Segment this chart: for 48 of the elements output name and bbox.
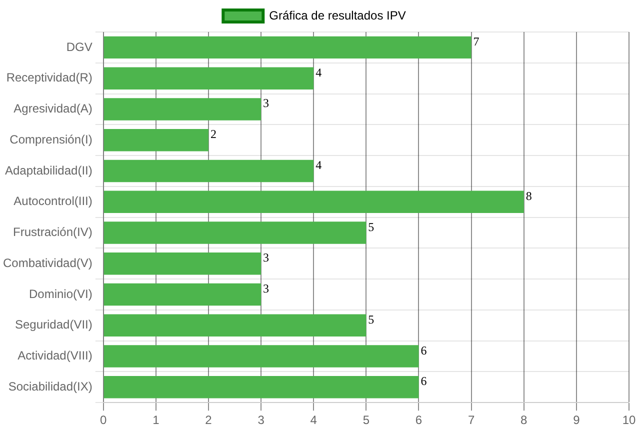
y-tick-label: Adaptabilidad(II) (4, 163, 92, 178)
y-tick-label: DGV (66, 40, 92, 54)
bar (104, 314, 366, 337)
y-tick-label: Sociabilidad(IX) (8, 379, 92, 394)
bar (104, 98, 262, 120)
x-tick-label: 0 (100, 413, 108, 428)
y-tick-label: Agresividad(A) (14, 102, 92, 116)
data-label: 3 (263, 96, 270, 110)
data-label: 8 (526, 188, 532, 203)
data-label: 3 (263, 250, 270, 265)
x-tick-label: 10 (622, 413, 636, 428)
x-tick-label: 9 (573, 413, 580, 428)
data-label: 4 (316, 65, 322, 80)
x-tick-label: 2 (205, 413, 212, 428)
bar (104, 160, 314, 182)
y-tick-label: Frustración(IV) (13, 225, 92, 240)
x-tick-label: 3 (258, 413, 265, 428)
legend-label: Gráfica de resultados IPV (269, 8, 406, 22)
y-tick-label: Combatividad(V) (2, 256, 92, 270)
y-tick-label: Receptividad(R) (6, 70, 92, 85)
data-label: 5 (368, 312, 374, 326)
bar (104, 190, 524, 213)
bar (104, 252, 262, 275)
y-tick-label: Seguridad(VII) (14, 318, 92, 332)
y-tick-label: Actividad(VIII) (18, 348, 92, 363)
data-label: 4 (316, 158, 322, 172)
data-label: 3 (263, 282, 270, 296)
bar (104, 67, 314, 90)
x-tick-label: 7 (468, 413, 475, 428)
data-label: 5 (368, 220, 374, 234)
bar (104, 345, 419, 368)
data-label: 2 (210, 127, 216, 142)
bar (104, 128, 208, 152)
bar (104, 376, 419, 398)
bar (104, 36, 472, 59)
y-tick-label: Comprensión(I) (10, 132, 92, 146)
x-tick-label: 8 (520, 413, 528, 428)
y-tick-label: Dominio(VI) (29, 286, 92, 301)
x-tick-label: 1 (152, 413, 160, 428)
data-label: 6 (420, 343, 427, 358)
x-tick-label: 4 (310, 413, 318, 428)
bar (104, 283, 262, 306)
bar (104, 222, 366, 244)
x-tick-label: 5 (362, 413, 370, 428)
y-tick-label: Autocontrol(III) (14, 194, 92, 208)
data-label: 7 (473, 34, 480, 48)
data-label: 6 (420, 374, 427, 388)
x-tick-label: 6 (415, 413, 422, 428)
